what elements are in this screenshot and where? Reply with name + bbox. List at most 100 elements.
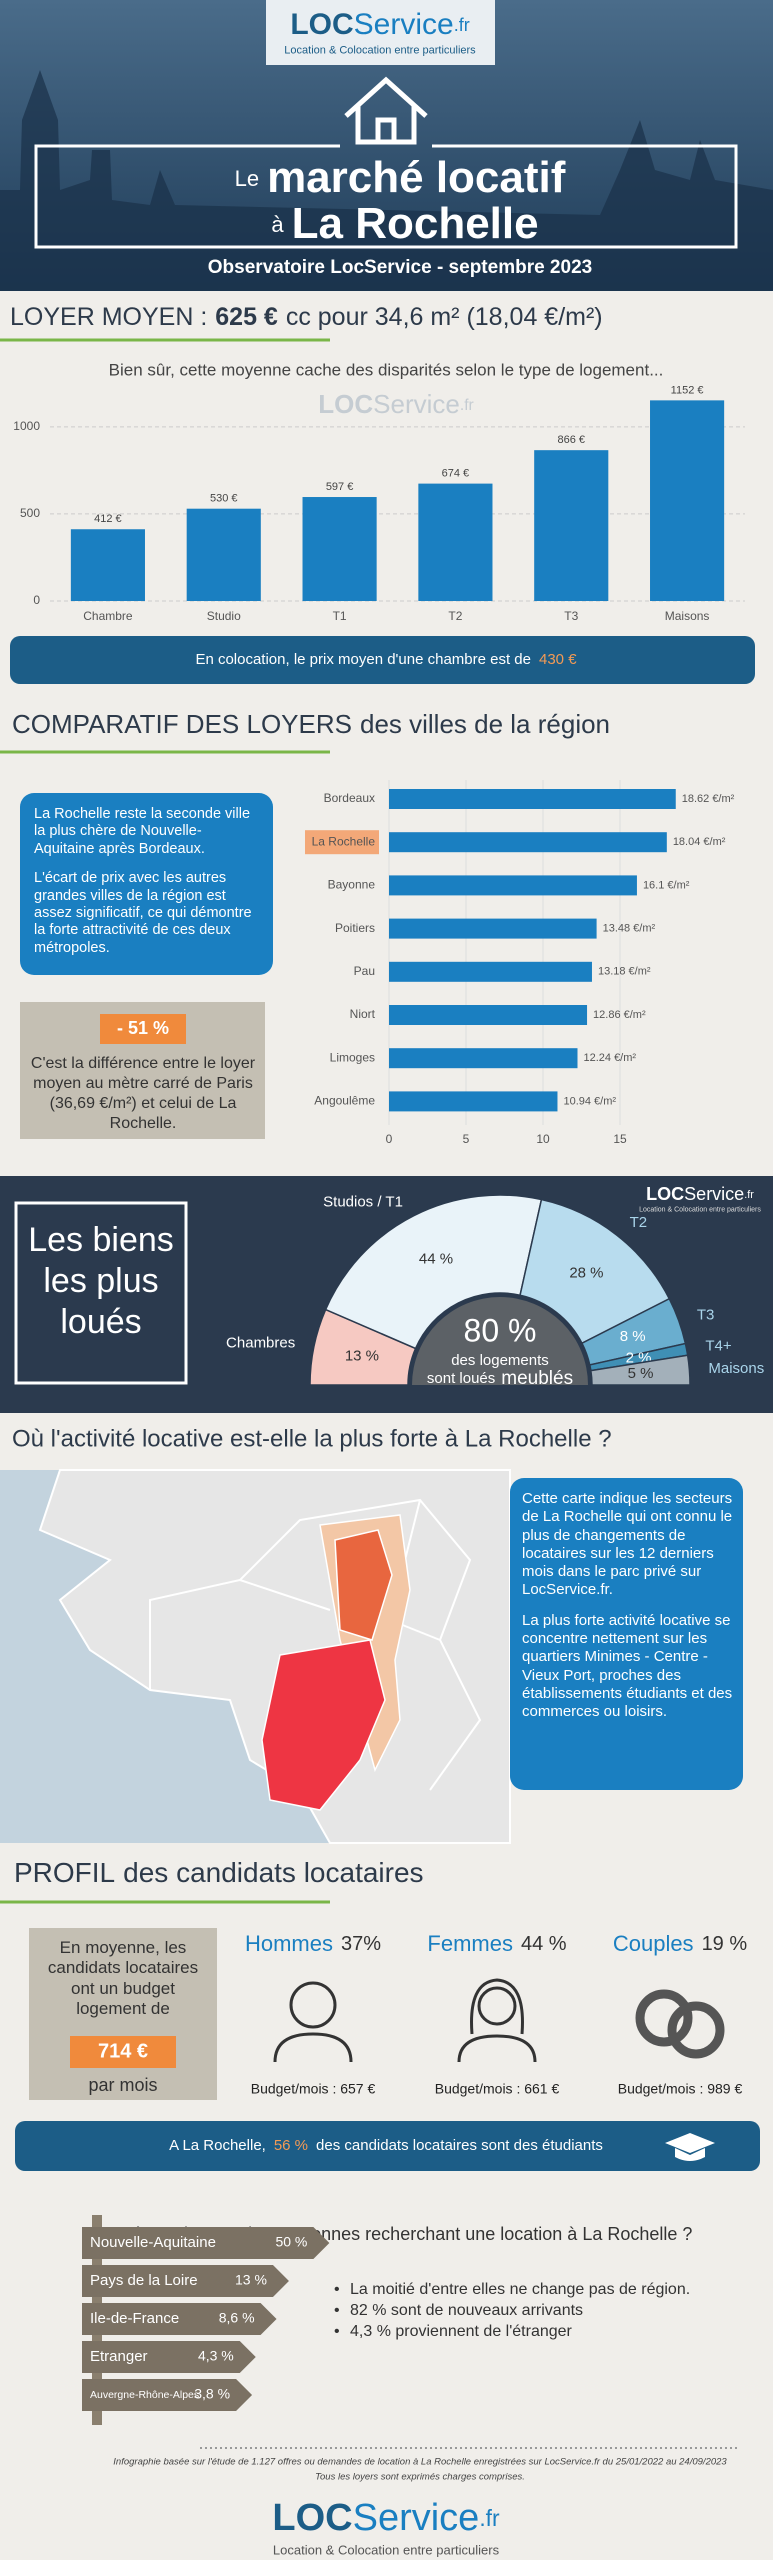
center-text: sont loués meublés	[427, 1368, 573, 1389]
paragraph: Cette carte indique les secteurs de La R…	[522, 1490, 733, 1599]
group-budget: Budget/mois : 661 €	[435, 2081, 560, 2097]
x-tick-label: Chambre	[83, 609, 133, 623]
bar	[302, 497, 377, 601]
value-label: 8,6 %	[219, 2310, 255, 2326]
group-budget: Budget/mois : 989 €	[618, 2081, 743, 2097]
budget-badge-bg	[70, 2036, 176, 2068]
bullet-text: 4,3 % proviennent de l'étranger	[350, 2323, 573, 2340]
logo-box	[266, 0, 495, 65]
footer-text: Tous les loyers sont exprimés charges co…	[315, 2472, 525, 2483]
group-share: 37%	[341, 1933, 381, 1955]
logo-brand: LOC	[646, 1184, 684, 1204]
skyline	[0, 70, 773, 291]
value-label: 18.04 €/m²	[673, 836, 726, 848]
map-info-box	[510, 1478, 743, 1790]
logo: LOCService.fr	[646, 1184, 754, 1204]
bar	[650, 400, 725, 601]
segment-label: 5 %	[628, 1365, 654, 1382]
biens-frame	[14, 1201, 188, 1385]
section-title: A La Rochelle, 56 % des candidats locatair…	[169, 2137, 603, 2154]
x-tick-label: 5	[463, 1132, 470, 1146]
value-label: 16.1 €/m²	[643, 879, 690, 891]
bullet-text: La moitié d'entre elles ne change pas de…	[350, 2281, 690, 2298]
section-title: COMPARATIF DES LOYERS des villes de la ré…	[12, 709, 610, 739]
value-label: 4,3 %	[198, 2348, 234, 2364]
group-name: Hommes	[245, 1931, 333, 1956]
segment-label: 8 %	[620, 1328, 646, 1345]
x-tick-label: T1	[333, 609, 347, 623]
paragraph: L'écart de prix avec les autres grandes …	[34, 870, 252, 956]
category-label: Ile-de-France	[90, 2310, 179, 2327]
center-value: 80 %	[464, 1312, 537, 1348]
group-label: Couples 19 %	[613, 1931, 748, 1956]
category-label: Auvergne-Rhône-Alpes	[90, 2389, 199, 2401]
bar	[389, 875, 637, 896]
category-label: Pays de la Loire	[90, 2272, 198, 2289]
value-label: 50 %	[275, 2234, 307, 2250]
value-label: 10.94 €/m²	[563, 1095, 616, 1107]
title-part: 625 €	[215, 303, 278, 331]
bar	[186, 508, 261, 601]
x-tick-label: T3	[564, 609, 578, 623]
bar	[389, 1005, 588, 1025]
value-label: 674 €	[442, 468, 470, 480]
title-part: 56 %	[274, 2137, 308, 2154]
value-label: 412 €	[94, 513, 122, 525]
group-budget: Budget/mois : 657 €	[251, 2081, 376, 2097]
footer-text: Infographie basée sur l'étude de 1.127 o…	[113, 2457, 727, 2468]
logo: LOCService.fr	[290, 8, 469, 41]
bar	[389, 1048, 578, 1069]
students-pill	[15, 2121, 760, 2171]
x-tick-label: 15	[613, 1132, 627, 1146]
category-label: Etranger	[90, 2348, 148, 2365]
bar	[534, 450, 609, 601]
diff-text: C'est la différence entre le loyer moyen…	[30, 1055, 256, 1132]
value-label: 866 €	[557, 434, 585, 446]
bullets: • • •	[334, 2281, 340, 2340]
info-text: La Rochelle reste la seconde ville la pl…	[34, 806, 262, 969]
title-frame	[34, 144, 738, 249]
logo-tagline: Location & Colocation entre particuliers	[284, 45, 476, 57]
category-label: Bayonne	[328, 878, 376, 892]
section-title: En colocation, le prix moyen d'une chamb…	[195, 651, 577, 668]
title-part: des villes de la région	[360, 709, 610, 739]
budget-value: 714 €	[98, 2040, 148, 2062]
subtitle: Observatoire LocService - septembre 2023	[208, 257, 592, 278]
map	[0, 1469, 511, 1844]
x-tick-label: Studio	[207, 609, 241, 623]
value-label: 597 €	[326, 481, 354, 493]
group-label: Femmes 44 %	[427, 1931, 566, 1956]
segment-label: 28 %	[569, 1265, 603, 1282]
segment-label: 13 %	[345, 1347, 379, 1364]
signpost-arrow	[82, 2379, 253, 2411]
category-label: Bordeaux	[324, 791, 375, 805]
svg-text:•: •	[334, 2323, 340, 2340]
center-text: des logements	[451, 1352, 549, 1369]
bar	[389, 918, 597, 939]
svg-text:•: •	[334, 2281, 340, 2298]
logo-brand: LOC	[272, 2497, 352, 2539]
diff-badge: - 51 %	[117, 1018, 169, 1038]
logo-tld: .fr	[479, 2505, 500, 2531]
map-text: Cette carte indique les secteurs de La R…	[522, 1490, 734, 1734]
value-label: 13.48 €/m²	[603, 923, 656, 935]
logo-tld: .fr	[454, 15, 470, 35]
value-label: 13.18 €/m²	[598, 966, 651, 978]
value-label: 3,8 %	[194, 2386, 230, 2402]
bar	[389, 789, 676, 809]
bullet-text: 82 % sont de nouveaux arrivants	[350, 2302, 583, 2319]
category-label: Maisons	[708, 1360, 764, 1377]
category-label: La Rochelle	[312, 834, 376, 848]
value-label: 12.86 €/m²	[593, 1009, 646, 1021]
category-label: T4+	[705, 1338, 732, 1355]
logo-name: Service	[373, 389, 460, 419]
group-share: 44 %	[521, 1933, 567, 1955]
signpost-arrow	[82, 2341, 256, 2373]
section-title: à La Rochelle	[271, 199, 538, 248]
bar	[389, 961, 592, 982]
category-label: T3	[697, 1307, 715, 1324]
group-name: Couples	[613, 1931, 694, 1956]
budget-box	[29, 1928, 217, 2100]
